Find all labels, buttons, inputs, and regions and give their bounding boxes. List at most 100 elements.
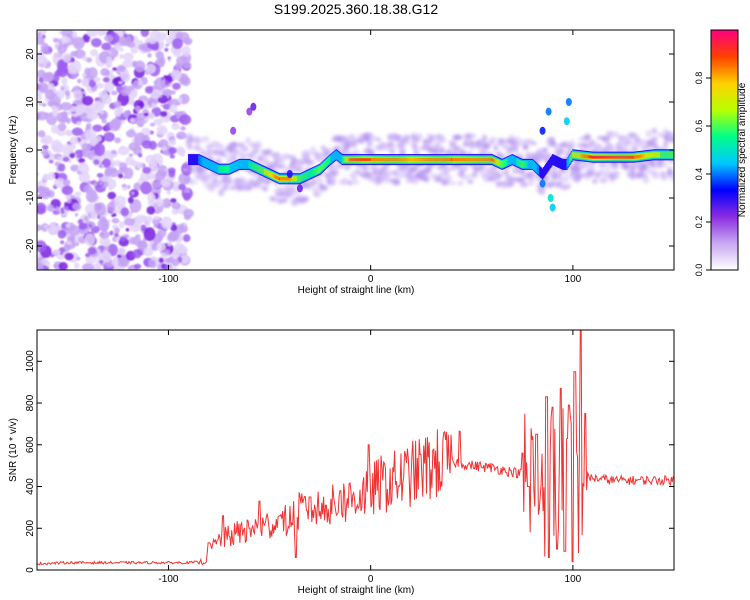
ridge-halo-blob: [594, 172, 601, 179]
ridge-cell: [345, 157, 348, 163]
noise-blob: [99, 230, 110, 239]
noise-blob: [168, 58, 172, 63]
ridge-halo-blob: [549, 138, 556, 145]
ridge-halo-blob: [351, 180, 360, 185]
noise-blob: [123, 52, 134, 61]
ridge-halo-blob: [513, 142, 521, 148]
noise-blob: [97, 215, 101, 220]
ridge-cell: [505, 158, 507, 166]
ridge-cell: [318, 166, 320, 174]
ridge-cell: [598, 156, 600, 159]
ridge-cell: [428, 157, 431, 162]
ridge-cell: [640, 154, 642, 159]
ridge-cell: [628, 156, 631, 159]
ridge-cell: [487, 157, 489, 162]
y-tick-label: 10: [25, 96, 36, 108]
noise-blob: [81, 143, 92, 151]
ridge-cell: [458, 157, 460, 162]
ridge-halo-blob: [602, 135, 611, 143]
ridge-cell: [580, 153, 582, 158]
ridge-cell: [406, 157, 408, 162]
ridge-cell: [655, 152, 657, 158]
ridge-halo-blob: [501, 169, 510, 176]
ridge-halo-blob: [270, 197, 278, 202]
noise-blob: [178, 244, 183, 249]
colorbar-scale: [710, 29, 739, 271]
ridge-cell: [351, 158, 354, 161]
ridge-halo-blob: [361, 164, 370, 171]
ridge-cell: [490, 157, 492, 162]
noise-blob: [39, 186, 51, 200]
ridge-cell: [306, 171, 308, 179]
ridge-cell: [249, 161, 252, 169]
ridge-cell: [554, 155, 556, 167]
ridge-halo-blob: [463, 164, 469, 172]
ridge-cell: [388, 157, 390, 162]
ridge-cell: [226, 165, 228, 173]
noise-blob: [160, 111, 168, 118]
ridge-halo-blob: [314, 152, 324, 157]
ridge-cell: [301, 174, 303, 182]
noise-blob: [131, 191, 135, 195]
ridge-halo-blob: [469, 133, 477, 139]
ridge-halo-blob: [371, 165, 380, 172]
ridge-halo-blob: [188, 179, 198, 186]
ridge-cell: [417, 157, 419, 162]
ridge-cell: [455, 157, 457, 162]
noise-blob: [109, 70, 114, 74]
ridge-cell: [537, 165, 540, 175]
noise-blob: [168, 147, 177, 155]
noise-blob: [161, 216, 173, 230]
ridge-cell: [559, 157, 561, 169]
ridge-halo: [184, 127, 674, 206]
noise-blob: [135, 105, 141, 113]
noise-blob: [103, 131, 115, 142]
ridge-cell: [299, 175, 301, 183]
ridge-cell: [336, 151, 339, 161]
ridge-cell: [423, 157, 426, 162]
ridge-cell: [334, 151, 337, 161]
ridge-cell: [385, 157, 387, 162]
ridge-cell: [253, 163, 256, 171]
noise-blob: [156, 51, 165, 61]
noise-blob: [64, 143, 71, 150]
ridge-halo-blob: [317, 177, 324, 185]
noise-blob: [65, 117, 71, 124]
ridge-cell: [294, 176, 296, 182]
ridge-cell: [290, 177, 292, 181]
ridge-halo-blob: [569, 139, 576, 148]
ridge-halo-blob: [522, 143, 529, 150]
ridge-cell: [413, 157, 415, 162]
noise-blob: [135, 161, 144, 169]
noise-blob: [111, 90, 118, 96]
noise-blob: [141, 140, 153, 149]
ridge-cell: [443, 157, 446, 162]
noise-blob: [42, 144, 49, 150]
noise-blob: [107, 191, 117, 200]
ridge-cell: [257, 165, 260, 173]
ridge-cell: [663, 151, 665, 159]
noise-blob: [120, 145, 124, 150]
ridge-cell: [382, 157, 384, 162]
ridge-halo-blob: [423, 166, 433, 174]
ridge-cell: [260, 166, 263, 174]
ridge-cell: [416, 157, 418, 162]
ridge-cell: [192, 154, 194, 166]
noise-blob: [113, 159, 122, 167]
noise-blob: [71, 73, 78, 79]
noise-blob: [54, 175, 59, 180]
ridge-cell: [469, 157, 471, 162]
ridge-cell: [265, 169, 268, 176]
noise-blob: [88, 79, 97, 88]
noise-blob: [146, 206, 156, 215]
ridge-halo-blob: [188, 136, 195, 144]
ridge-cell: [524, 160, 527, 168]
noise-blob: [143, 227, 156, 242]
ridge-halo-blob: [222, 184, 229, 191]
noise-blob: [62, 156, 70, 162]
snr-frame: [36, 329, 675, 571]
ridge-cell: [482, 157, 484, 162]
noise-blob: [172, 82, 181, 90]
snr-y-axis-label: SNR (10 * v/v): [8, 418, 19, 482]
ridge-cell: [616, 156, 619, 159]
